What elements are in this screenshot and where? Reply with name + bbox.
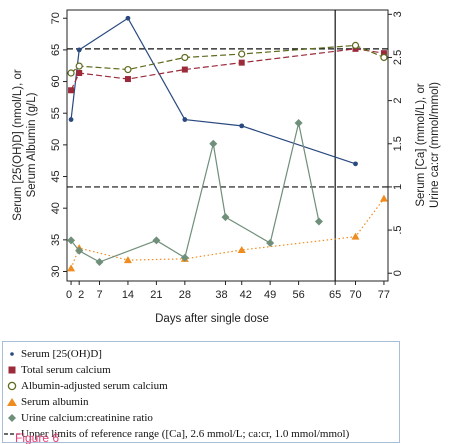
- data-point-diamond: [266, 239, 275, 248]
- x-axis-tick-label: 49: [264, 289, 276, 301]
- left-axis-tick-label: 40: [50, 202, 62, 214]
- data-point-square: [68, 87, 75, 94]
- data-point-triangle: [237, 245, 246, 253]
- data-point-circle: [351, 41, 360, 49]
- data-point-diamond: [180, 253, 189, 262]
- legend-label: Serum albumin: [21, 395, 89, 408]
- left-axis-tick-label: 60: [50, 75, 62, 87]
- x-axis-tick-label: 65: [329, 289, 341, 301]
- data-point-diamond: [152, 236, 161, 245]
- left-axis-tick-label: 70: [50, 12, 62, 24]
- data-point-circle: [181, 53, 189, 62]
- x-axis-tick-label: 38: [215, 289, 227, 301]
- legend-label: Albumin-adjusted serum calcium: [21, 379, 168, 392]
- data-point-triangle: [379, 194, 388, 202]
- right-axis-tick-label: 0: [392, 270, 404, 276]
- legend-square-icon: [3, 365, 21, 375]
- x-axis-tick-label: 0: [66, 289, 72, 301]
- legend-label: Serum [25(OH)D]: [21, 347, 102, 360]
- data-point-dot: [353, 161, 358, 167]
- left-axis-title-line2: Serum Albumin (g/L): [26, 92, 38, 197]
- data-point-circle: [238, 50, 246, 58]
- left-axis-title-line1: Serum [25(OH)D] (nmol/L), or: [12, 69, 24, 221]
- right-axis-tick-label: 1.5: [392, 136, 404, 151]
- left-axis-tick-label: 55: [50, 107, 62, 119]
- data-point-square: [380, 50, 387, 57]
- legend-label: Total serum calcium: [21, 363, 111, 376]
- data-point-square: [181, 66, 188, 73]
- right-axis-tick-label: 1: [392, 184, 404, 190]
- x-axis-title: Days after single dose: [155, 313, 269, 325]
- left-axis-tick-label: 35: [50, 234, 62, 246]
- data-point-dot: [68, 117, 74, 122]
- series-line-0: [70, 17, 356, 165]
- data-point-diamond: [209, 139, 218, 148]
- right-axis-tick-label: 2.5: [392, 50, 404, 65]
- data-point-dot: [239, 123, 245, 129]
- right-axis-tick-label: 2: [392, 98, 404, 104]
- legend-item-total-calcium: Total serum calcium: [3, 362, 111, 377]
- data-point-dot: [76, 47, 82, 53]
- series-line-2: [70, 44, 385, 74]
- legend-item-25ohd: Serum [25(OH)D]: [3, 346, 102, 361]
- series-line-3: [70, 198, 385, 269]
- data-point-triangle: [351, 232, 360, 240]
- x-axis-tick-label: 77: [378, 289, 390, 301]
- x-axis-tick-label: 56: [292, 289, 304, 301]
- data-point-circle: [75, 62, 83, 70]
- legend-item-reference-lines: Upper limits of reference range ([Ca], 2…: [3, 426, 349, 441]
- right-axis-tick-label: 3: [392, 11, 404, 17]
- legend-item-albumin: Serum albumin: [3, 394, 89, 409]
- legend-label: Upper limits of reference range ([Ca], 2…: [21, 427, 350, 440]
- x-axis-tick-label: 42: [240, 289, 252, 301]
- legend-triangle-icon: [3, 397, 21, 407]
- data-point-circle: [124, 65, 132, 74]
- legend-dot-icon: [3, 349, 21, 359]
- legend-dashed-line-icon: [3, 429, 21, 439]
- legend-diamond-icon: [3, 413, 21, 423]
- chart-legend: Serum [25(OH)D] Total serum calcium Albu…: [2, 341, 400, 443]
- data-point-triangle: [123, 256, 132, 264]
- series-line-4: [70, 122, 320, 263]
- data-point-dot: [125, 15, 131, 21]
- legend-item-cacr: Urine calcium:creatinine ratio: [3, 410, 153, 425]
- data-point-diamond: [221, 213, 230, 222]
- data-point-diamond: [95, 258, 104, 267]
- x-axis-tick-label: 28: [179, 289, 191, 301]
- data-point-circle: [380, 53, 388, 62]
- legend-circle-icon: [3, 381, 21, 391]
- left-axis-tick-label: 65: [50, 44, 62, 56]
- data-point-diamond: [67, 236, 76, 245]
- right-axis-title-line2: Urine ca:cr (mmol/mmol): [429, 82, 441, 208]
- right-axis-title-line1: Serum [Ca] (mmol/L), or: [415, 83, 427, 206]
- legend-item-adjusted-calcium: Albumin-adjusted serum calcium: [3, 378, 168, 393]
- data-point-square: [76, 70, 83, 77]
- left-axis-tick-label: 45: [50, 170, 62, 182]
- figure-label: Figure 6: [15, 431, 60, 444]
- plot-frame: [66, 9, 389, 282]
- data-point-square: [124, 76, 131, 83]
- series-line-1: [70, 48, 385, 91]
- data-point-diamond: [314, 217, 323, 226]
- data-point-triangle: [67, 264, 76, 272]
- data-point-diamond: [75, 246, 84, 255]
- data-point-circle: [67, 69, 75, 77]
- right-axis-tick-label: .5: [392, 225, 404, 234]
- legend-label: Urine calcium:creatinine ratio: [21, 411, 153, 424]
- x-axis-tick-label: 7: [96, 289, 102, 301]
- x-axis-tick-label: 70: [349, 289, 361, 301]
- data-point-square: [238, 59, 245, 66]
- x-axis-tick-label: 14: [122, 289, 134, 301]
- data-point-diamond: [294, 119, 303, 128]
- left-axis-tick-label: 50: [50, 139, 62, 151]
- x-axis-tick-label: 2: [78, 289, 84, 301]
- data-point-dot: [182, 117, 188, 122]
- x-axis-tick-label: 21: [150, 289, 162, 301]
- left-axis-tick-label: 30: [50, 265, 62, 277]
